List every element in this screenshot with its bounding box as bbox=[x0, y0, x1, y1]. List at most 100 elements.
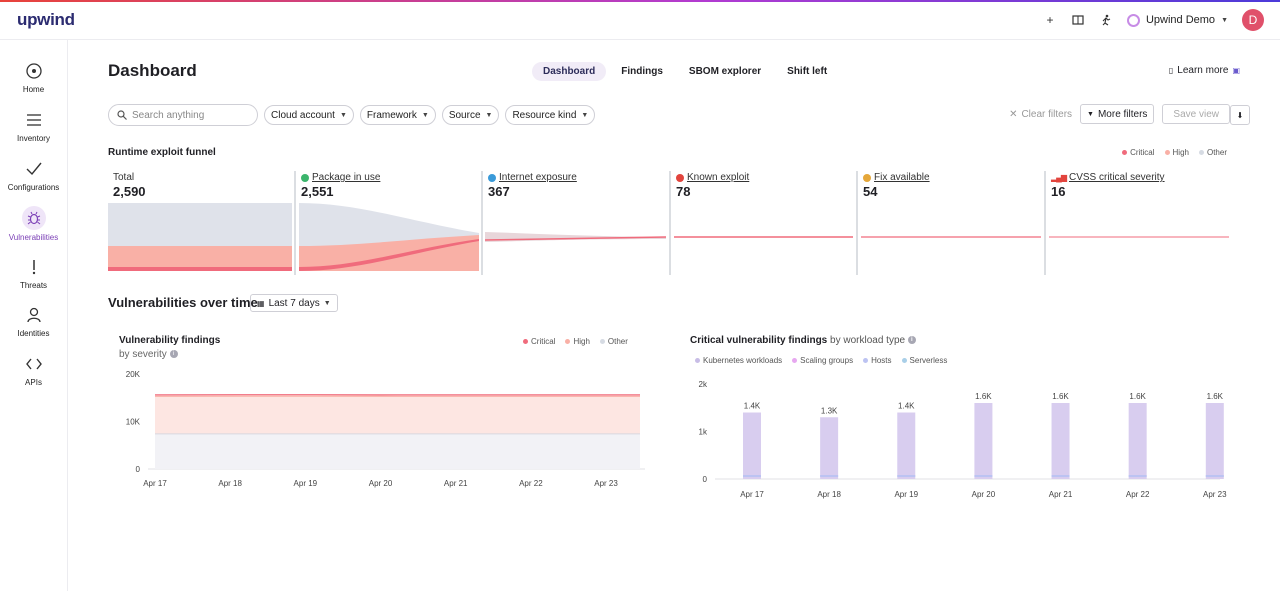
x-tick-label: Apr 17 bbox=[740, 490, 764, 499]
book-icon[interactable] bbox=[1071, 13, 1085, 27]
check-icon bbox=[23, 158, 45, 180]
y-tick-label: 0 bbox=[136, 465, 141, 474]
x-tick-label: Apr 22 bbox=[519, 479, 543, 488]
filter-resource-kind[interactable]: Resource kind ▼ bbox=[505, 105, 596, 125]
plus-icon[interactable]: + bbox=[1046, 13, 1054, 27]
learn-more-link[interactable]: ▯ Learn more ▣ bbox=[1169, 65, 1240, 76]
x-tick-label: Apr 19 bbox=[894, 490, 918, 499]
bar-hosts-segment bbox=[1051, 475, 1070, 477]
app-logo[interactable]: upwind bbox=[17, 10, 75, 29]
data-label: 1.6K bbox=[1129, 392, 1146, 401]
top-bar: upwind + Upwind Demo ▼ D bbox=[0, 2, 1280, 40]
search-icon bbox=[117, 110, 127, 120]
book-icon: ▯ bbox=[1168, 66, 1174, 75]
stage-value: 78 bbox=[676, 184, 691, 199]
chip-label: Framework bbox=[366, 109, 417, 121]
chip-label: Resource kind bbox=[512, 109, 577, 121]
funnel-stage-fix[interactable]: Fix available 54 bbox=[863, 172, 930, 199]
y-tick-label: 0 bbox=[703, 475, 708, 484]
avatar[interactable]: D bbox=[1242, 9, 1264, 31]
bar-hosts-segment bbox=[1205, 475, 1224, 477]
tab-findings[interactable]: Findings bbox=[621, 66, 663, 77]
legend-critical: Critical bbox=[523, 337, 555, 346]
sidebar-item-threats[interactable]: Threats bbox=[0, 256, 67, 290]
learn-more-label: Learn more bbox=[1177, 65, 1229, 76]
person-icon bbox=[23, 304, 45, 326]
sidebar-item-configurations[interactable]: Configurations bbox=[0, 158, 67, 192]
tab-sbom-explorer[interactable]: SBOM explorer bbox=[688, 66, 762, 77]
page-title: Dashboard bbox=[108, 61, 197, 80]
sidebar-item-label: Home bbox=[22, 85, 45, 94]
sidebar-item-inventory[interactable]: Inventory bbox=[0, 109, 67, 143]
stage-value: 54 bbox=[863, 184, 878, 199]
save-view-button[interactable]: Save view bbox=[1162, 104, 1230, 124]
external-link-icon: ▣ bbox=[1232, 66, 1240, 75]
funnel-stage-exploit[interactable]: Known exploit 78 bbox=[676, 172, 749, 199]
brand-gradient-line bbox=[0, 0, 1280, 2]
sidebar-item-home[interactable]: Home bbox=[0, 60, 67, 94]
funnel-flow-high bbox=[299, 235, 479, 271]
legend-high: High bbox=[565, 337, 590, 346]
legend-serverless: Serverless bbox=[901, 356, 947, 365]
stage-label: Internet exposure bbox=[499, 172, 577, 183]
bug-icon bbox=[21, 206, 46, 230]
sidebar-item-apis[interactable]: APIs bbox=[0, 353, 67, 387]
stage-label: Package in use bbox=[312, 172, 381, 183]
globe-icon bbox=[488, 173, 496, 182]
card-subtitle: by severity i bbox=[119, 349, 178, 360]
funnel-stage-cvss[interactable]: ▂▄▆ CVSS critical severity 16 bbox=[1051, 172, 1165, 199]
chevron-down-icon: ▼ bbox=[339, 111, 347, 119]
sidebar-item-label: Inventory bbox=[17, 134, 50, 143]
bar bbox=[974, 403, 993, 479]
tab-shift-left[interactable]: Shift left bbox=[787, 66, 828, 77]
close-icon: ✕ bbox=[1009, 108, 1018, 120]
funnel-flow-critical bbox=[299, 239, 479, 271]
y-tick-label: 20K bbox=[126, 370, 141, 379]
info-icon[interactable]: i bbox=[907, 336, 916, 345]
filter-framework[interactable]: Framework ▼ bbox=[359, 105, 436, 125]
stage-value: 367 bbox=[488, 184, 510, 199]
more-label: More filters bbox=[1097, 108, 1148, 120]
bar bbox=[743, 412, 761, 479]
funnel-bar-total-high bbox=[108, 246, 292, 268]
stage-label: Total bbox=[113, 172, 135, 183]
data-label: 1.3K bbox=[821, 406, 838, 415]
funnel-stage-internet[interactable]: Internet exposure 367 bbox=[488, 172, 577, 199]
download-icon[interactable]: ⬇ bbox=[1230, 105, 1250, 125]
tab-bar: Dashboard Findings SBOM explorer Shift l… bbox=[532, 62, 838, 81]
chip-label: Source bbox=[448, 109, 481, 121]
funnel-chart bbox=[108, 171, 1229, 275]
runner-icon[interactable] bbox=[1099, 13, 1113, 27]
filter-source[interactable]: Source ▼ bbox=[441, 105, 500, 125]
data-label: 1.4K bbox=[744, 402, 761, 411]
org-switcher[interactable]: Upwind Demo ▼ bbox=[1126, 13, 1228, 27]
exclamation-icon bbox=[23, 256, 45, 278]
funnel-stage-package[interactable]: Package in use 2,551 bbox=[301, 172, 380, 199]
legend-critical: Critical bbox=[1122, 148, 1155, 157]
x-tick-label: Apr 23 bbox=[594, 479, 618, 488]
legend-other: Other bbox=[1198, 148, 1227, 157]
more-filters-button[interactable]: ▼ More filters bbox=[1080, 104, 1155, 124]
sidebar-item-label: Threats bbox=[19, 281, 48, 290]
legend-scaling: Scaling groups bbox=[792, 356, 853, 365]
search-input[interactable]: Search anything bbox=[108, 104, 258, 126]
tab-dashboard[interactable]: Dashboard bbox=[532, 62, 607, 81]
org-icon bbox=[1126, 13, 1140, 27]
x-tick-label: Apr 18 bbox=[817, 490, 841, 499]
stage-label: Fix available bbox=[874, 172, 930, 183]
legend-other: Other bbox=[599, 337, 628, 346]
funnel-legend: Critical High Other bbox=[1122, 148, 1227, 157]
sidebar-item-vulnerabilities[interactable]: Vulnerabilities bbox=[0, 206, 67, 242]
filter-cloud-account[interactable]: Cloud account ▼ bbox=[264, 105, 354, 125]
severity-legend: Critical High Other bbox=[523, 337, 628, 346]
code-icon bbox=[23, 353, 45, 375]
info-icon[interactable]: i bbox=[169, 350, 178, 359]
date-range-select[interactable]: ▦ Last 7 days ▼ bbox=[250, 294, 338, 312]
alert-icon bbox=[676, 173, 684, 182]
sidebar-item-identities[interactable]: Identities bbox=[0, 304, 67, 338]
bar-hosts-segment bbox=[820, 475, 839, 477]
chevron-down-icon: ▼ bbox=[1221, 16, 1228, 24]
chevron-down-icon: ▼ bbox=[421, 111, 429, 119]
clear-filters-button[interactable]: ✕ Clear filters bbox=[1009, 109, 1072, 120]
sidebar: Home Inventory Configurations Vulnerabil… bbox=[0, 40, 68, 591]
